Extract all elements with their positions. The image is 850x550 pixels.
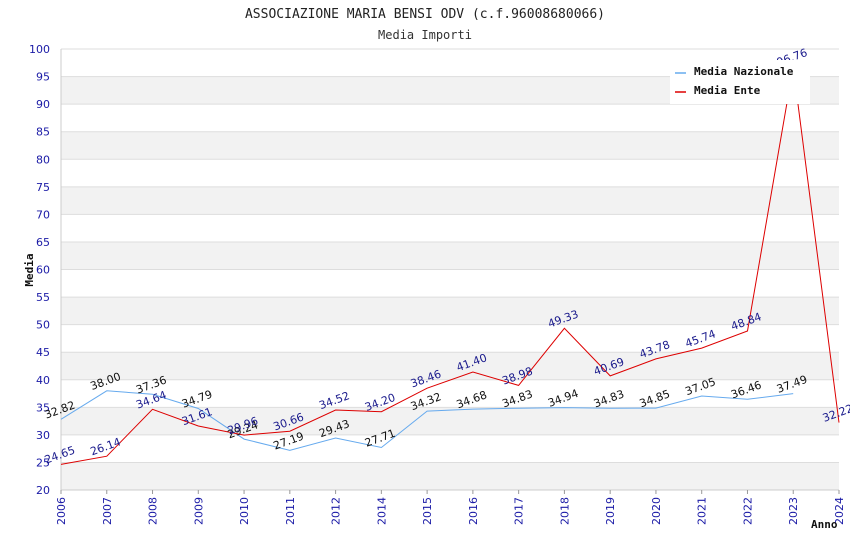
background-band [61, 214, 839, 242]
x-tick-label: 2007 [101, 497, 114, 525]
background-band [61, 352, 839, 380]
y-tick-label: 25 [36, 456, 50, 469]
y-tick-label: 65 [36, 236, 50, 249]
background-band [61, 186, 839, 215]
y-tick-label: 85 [36, 126, 50, 139]
x-tick-label: 2011 [284, 497, 297, 525]
x-tick-label: 2020 [650, 497, 663, 525]
background-band [61, 407, 839, 435]
legend-label-media-ente: Media Ente [694, 84, 761, 97]
y-tick-label: 50 [36, 319, 50, 332]
background-band [61, 241, 839, 270]
background-band [61, 379, 839, 408]
legend-label-media-nazionale: Media Nazionale [694, 65, 794, 78]
axes [60, 49, 840, 494]
y-tick-label: 80 [36, 153, 50, 166]
x-tick-label: 2018 [558, 497, 571, 525]
series-line-media-ente [60, 66, 840, 465]
x-tick-label: 2019 [604, 497, 617, 525]
y-tick-label: 30 [36, 429, 50, 442]
y-tick-label: 35 [36, 401, 50, 414]
x-tick-label: 2014 [375, 497, 388, 525]
legend: Media Nazionale Media Ente [670, 60, 810, 104]
x-tick-label: 2008 [147, 497, 160, 525]
background-band [61, 434, 839, 463]
background-band [61, 269, 839, 298]
x-tick-label: 2012 [330, 497, 343, 525]
x-tick-label: 2006 [55, 497, 68, 525]
x-tick-label: 2017 [513, 497, 526, 525]
x-tick-label: 2021 [696, 497, 709, 525]
y-tick-label: 90 [36, 98, 50, 111]
background-band [61, 104, 839, 132]
y-tick-label: 40 [36, 374, 50, 387]
x-tick-label: 2015 [421, 497, 434, 525]
x-tick-label: 2016 [467, 497, 480, 525]
chart-subtitle: Media Importi [378, 28, 472, 42]
y-tick-label: 70 [36, 208, 50, 221]
y-tick-label: 60 [36, 264, 50, 277]
background-band [61, 297, 839, 325]
x-tick-label: 2009 [192, 497, 205, 525]
y-tick-label: 45 [36, 346, 50, 359]
chart-title: ASSOCIAZIONE MARIA BENSI ODV (c.f.960086… [245, 7, 605, 22]
x-tick-label: 2022 [741, 497, 754, 525]
series-line-media-nazionale [60, 390, 794, 451]
background-band [61, 131, 839, 160]
x-tick-labels: 2006 2007 2008 2009 2010 2011 2012 2014 2015 2016… [55, 497, 846, 525]
background-band [61, 462, 839, 490]
series-lines [60, 66, 840, 465]
y-tick-label: 100 [29, 43, 50, 56]
y-tick-label: 95 [36, 71, 50, 84]
x-tick-label: 2010 [238, 497, 251, 525]
plot-background [61, 49, 839, 490]
x-axis-label: Anno [811, 518, 838, 531]
x-tick-label: 2023 [787, 497, 800, 525]
y-tick-labels: 20 25 30 35 40 45 50 55 60 65 70 75 80 85 90 95 100 [29, 43, 50, 497]
y-axis-label: Media [23, 253, 36, 286]
y-tick-label: 20 [36, 484, 50, 497]
legend-box [670, 60, 810, 104]
background-band [61, 324, 839, 353]
y-tick-label: 75 [36, 181, 50, 194]
background-band [61, 159, 839, 187]
x-tick-label: 2024 [833, 497, 846, 525]
y-tick-label: 55 [36, 291, 50, 304]
gridlines [61, 48, 839, 491]
